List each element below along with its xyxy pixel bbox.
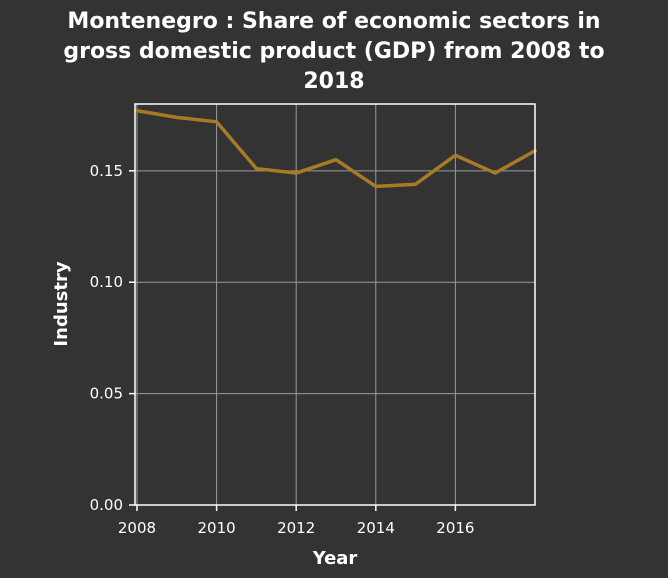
y-tick-label: 0.00 xyxy=(90,496,123,514)
x-tick-label: 2012 xyxy=(277,519,315,537)
industry-series-line xyxy=(135,108,537,189)
chart-title-line-2: gross domestic product (GDP) from 2008 t… xyxy=(63,39,604,64)
chart-title-line-1: Montenegro : Share of economic sectors i… xyxy=(67,9,600,34)
axis-ticks: 2008 2010 2012 2014 2016 0.00 0.05 0.10 0.15 xyxy=(90,162,475,537)
x-tick-label: 2008 xyxy=(118,519,156,537)
plot-area-frame xyxy=(134,103,536,506)
y-tick-label: 0.15 xyxy=(90,162,123,180)
y-tick-label: 0.10 xyxy=(90,273,123,291)
x-tick-label: 2010 xyxy=(197,519,235,537)
x-axis-title: Year xyxy=(312,548,358,569)
x-tick-label: 2016 xyxy=(436,519,474,537)
chart-title-line-3: 2018 xyxy=(303,69,364,94)
x-tick-label: 2014 xyxy=(357,519,395,537)
y-tick-label: 0.05 xyxy=(90,385,123,403)
y-axis-title: Industry xyxy=(51,261,72,346)
series-layer xyxy=(135,108,537,189)
